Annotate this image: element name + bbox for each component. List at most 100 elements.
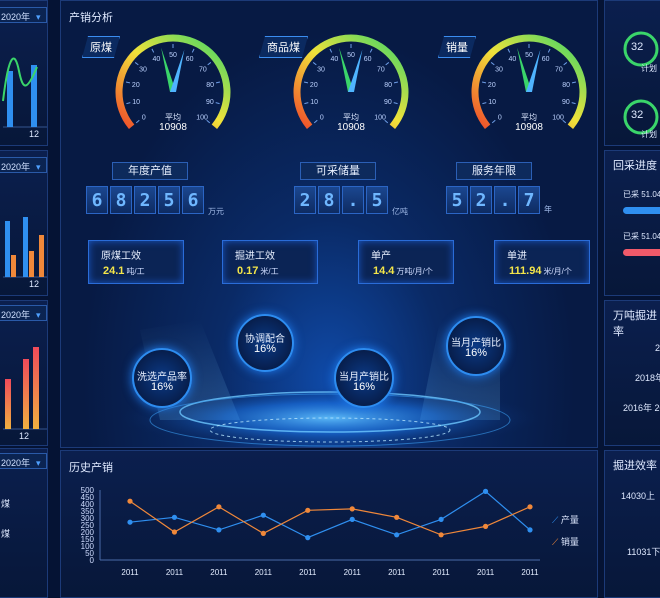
mining-item-label: 已采 51.04 (623, 232, 660, 241)
counter-unit: 亿吨 (392, 207, 408, 216)
gauge-avg-label: 平均 (521, 113, 537, 122)
card-value: 111.94 米/月/个 (509, 265, 572, 277)
tunnel-item: 20 (655, 343, 660, 353)
year-select[interactable]: 2020年 (0, 453, 47, 469)
gauge-tick (482, 102, 487, 105)
gauge-tick-label: 0 (320, 114, 324, 121)
gauge-tick (207, 62, 212, 66)
gauge-needle (348, 49, 363, 92)
gauge-tick-label: 50 (169, 52, 177, 59)
gauge-avg-value: 10908 (515, 122, 543, 133)
gauge-needle (161, 47, 176, 92)
gauge-tick (369, 48, 373, 53)
gauge-tick-label: 10 (132, 99, 140, 106)
counter-header: 可采储量 (300, 162, 376, 180)
gauge-tag-sales: 销量 (438, 36, 476, 58)
counter-digit: 2 (470, 186, 492, 214)
gauge: 0 10 20 30 40 50 60 70 80 90 100 (293, 34, 409, 129)
data-point (349, 516, 355, 522)
left-chart-2 (3, 217, 47, 278)
gauge-needle (170, 49, 185, 92)
gauge-tick-label: 60 (542, 56, 550, 63)
data-point (305, 535, 311, 541)
gauge-tick-label: 80 (384, 82, 392, 89)
counter-header: 服务年限 (456, 162, 532, 180)
data-point (305, 507, 311, 513)
left-chart-1 (2, 57, 47, 128)
data-point (216, 527, 222, 533)
panel-title: 掘进效率 (613, 460, 657, 472)
data-point (127, 498, 133, 504)
x-tick-label: 2011 (433, 568, 451, 577)
gauge-tag-commercial-coal: 商品煤 (259, 36, 308, 58)
counter-digit: 6 (86, 186, 108, 214)
chart-tick: 12 (29, 279, 40, 289)
gauge-avg-label: 平均 (165, 113, 181, 122)
year-select[interactable]: 2020年 (0, 305, 47, 321)
y-tick-label: 100 (81, 542, 95, 551)
data-point (482, 523, 489, 529)
counter-header: 年度产值 (112, 162, 188, 180)
gauge-tick-label: 20 (310, 82, 318, 89)
gauge-tick (481, 81, 487, 84)
gauge-tick (562, 119, 567, 124)
counter-digit: 7 (518, 186, 540, 214)
gauge-tick (126, 102, 131, 105)
gauge-tick-label: 10 (310, 99, 318, 106)
gauge-tick-label: 80 (206, 82, 214, 89)
series-line (129, 490, 531, 539)
gauge-tick (385, 62, 390, 66)
gauge-tick-label: 30 (317, 67, 325, 74)
gauge-tick (384, 119, 389, 124)
panel-title: 万吨掘进率 (613, 310, 657, 338)
data-point (527, 527, 533, 533)
year-select[interactable]: 2020年 (0, 157, 47, 173)
ring-monthly-ratio-2: 当月产销比 16% (446, 316, 506, 376)
efficiency-item: 11031下 (627, 547, 660, 557)
data-point (438, 516, 444, 522)
chart-tick: 12 (19, 431, 30, 441)
gauge-tick-label: 100 (196, 114, 208, 121)
y-tick-label: 300 (81, 514, 95, 523)
chart-tick: 12 (29, 129, 40, 139)
gauge-tick-label: 90 (206, 99, 214, 106)
tunnel-item: 2016年 20 (623, 403, 660, 413)
y-tick-label: 400 (81, 500, 95, 509)
mining-progress-bar (623, 207, 660, 214)
gauge-arc (293, 34, 409, 129)
ring-monthly-ratio: 当月产销比 16% (334, 348, 394, 408)
counter-digit: 5 (158, 186, 180, 214)
plan-ring-icon (623, 99, 659, 135)
gauge-tick-label: 10 (488, 99, 496, 106)
gauge-tick (135, 119, 140, 124)
gauge-tick-label: 40 (152, 56, 160, 63)
gauge-tick (571, 81, 577, 84)
metric-card-unit-advance: 单进 111.94 米/月/个 (494, 240, 590, 284)
y-tick-label: 150 (81, 535, 95, 544)
x-tick-label: 2011 (255, 568, 273, 577)
plan-label: 计划 (641, 130, 657, 139)
counter-digit: 5 (366, 186, 388, 214)
gauge-tick (507, 48, 511, 53)
gauge-tick (491, 119, 496, 124)
gauge-tick (215, 81, 221, 84)
card-label: 掘进工效 (235, 251, 275, 262)
year-select[interactable]: 2020年 (0, 7, 47, 23)
gauge-tick (312, 62, 317, 66)
ring-wash-product-rate: 洗选产品率 16% (132, 348, 192, 408)
gauge-tick-label: 0 (498, 114, 502, 121)
gauge-arc (115, 34, 231, 129)
right-panel-tunnel: 万吨掘进率 20 2018年 2016年 20 (604, 300, 660, 446)
left-panel-3: 2020年 12 (0, 300, 48, 446)
gauge-tick-label: 70 (555, 67, 563, 74)
x-tick-label: 2011 (344, 568, 362, 577)
gauge: 0 10 20 30 40 50 60 70 80 90 100 (471, 34, 587, 129)
y-tick-label: 350 (81, 507, 95, 516)
gauge-avg-value: 10908 (159, 122, 187, 133)
mining-item-label: 已采 51.04 (623, 190, 660, 199)
counter-digit: 6 (182, 186, 204, 214)
gauge-tick (547, 48, 551, 53)
data-point (527, 504, 533, 510)
